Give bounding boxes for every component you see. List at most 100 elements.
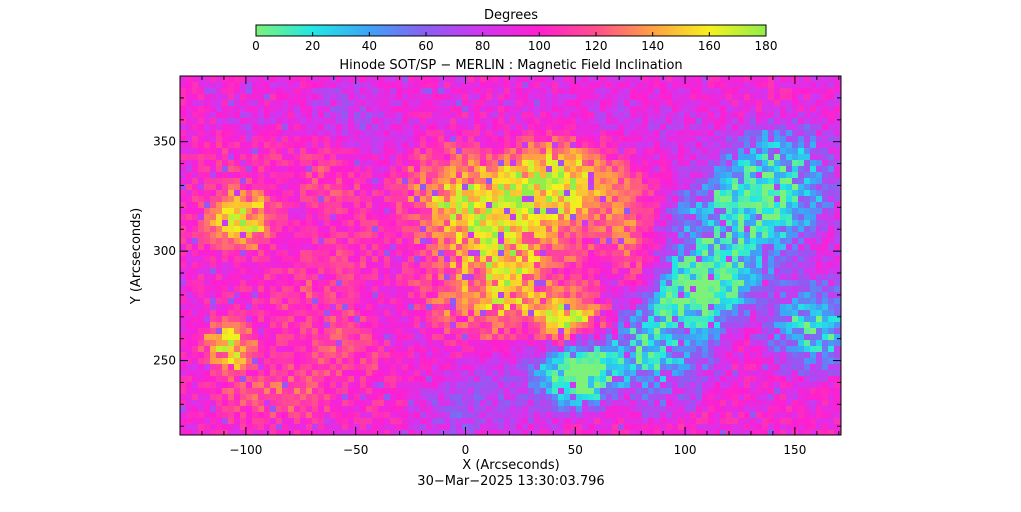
heatmap-cell: [816, 256, 822, 262]
heatmap-cell: [762, 124, 768, 130]
heatmap-cell: [372, 340, 378, 346]
heatmap-cell: [600, 82, 606, 88]
heatmap-cell: [456, 280, 462, 286]
heatmap-cell: [792, 316, 798, 322]
heatmap-cell: [492, 238, 498, 244]
heatmap-cell: [300, 244, 306, 250]
heatmap-cell: [690, 304, 696, 310]
heatmap-cell: [774, 256, 780, 262]
heatmap-cell: [354, 334, 360, 340]
heatmap-cell: [270, 208, 276, 214]
heatmap-cell: [624, 76, 630, 82]
heatmap-cell: [786, 310, 792, 316]
heatmap-cell: [366, 208, 372, 214]
heatmap-cell: [204, 82, 210, 88]
heatmap-cell: [720, 208, 726, 214]
heatmap-cell: [642, 220, 648, 226]
heatmap-cell: [444, 76, 450, 82]
heatmap-cell: [216, 82, 222, 88]
heatmap-cell: [810, 190, 816, 196]
heatmap-cell: [762, 262, 768, 268]
heatmap-cell: [690, 100, 696, 106]
heatmap-cell: [324, 124, 330, 130]
heatmap-cell: [450, 106, 456, 112]
heatmap-cell: [690, 340, 696, 346]
heatmap-cell: [708, 304, 714, 310]
heatmap-cell: [726, 298, 732, 304]
heatmap-cell: [258, 328, 264, 334]
heatmap-cell: [384, 238, 390, 244]
heatmap-cell: [336, 190, 342, 196]
heatmap-cell: [522, 268, 528, 274]
heatmap-cell: [648, 178, 654, 184]
heatmap-cell: [552, 214, 558, 220]
heatmap-cell: [750, 316, 756, 322]
heatmap-cell: [228, 220, 234, 226]
heatmap-cell: [654, 238, 660, 244]
heatmap-cell: [648, 256, 654, 262]
heatmap-cell: [804, 214, 810, 220]
heatmap-cell: [576, 322, 582, 328]
heatmap-cell: [462, 244, 468, 250]
heatmap-cell: [528, 82, 534, 88]
heatmap-cell: [522, 238, 528, 244]
heatmap-cell: [438, 208, 444, 214]
heatmap-cell: [318, 100, 324, 106]
heatmap-cell: [564, 340, 570, 346]
heatmap-cell: [834, 316, 840, 322]
heatmap-cell: [246, 112, 252, 118]
heatmap-cell: [342, 118, 348, 124]
heatmap-cell: [252, 148, 258, 154]
heatmap-cell: [654, 268, 660, 274]
heatmap-cell: [576, 340, 582, 346]
heatmap-cell: [480, 160, 486, 166]
heatmap-cell: [444, 334, 450, 340]
heatmap-cell: [432, 220, 438, 226]
heatmap-cell: [228, 130, 234, 136]
heatmap-cell: [714, 178, 720, 184]
heatmap-cell: [654, 310, 660, 316]
heatmap-cell: [480, 190, 486, 196]
heatmap-cell: [690, 148, 696, 154]
heatmap-cell: [270, 190, 276, 196]
heatmap-cell: [636, 256, 642, 262]
heatmap-cell: [594, 124, 600, 130]
heatmap-cell: [786, 214, 792, 220]
heatmap-cell: [408, 148, 414, 154]
heatmap-cell: [348, 112, 354, 118]
heatmap-cell: [792, 172, 798, 178]
heatmap-cell: [210, 256, 216, 262]
heatmap-cell: [714, 166, 720, 172]
heatmap-cell: [396, 208, 402, 214]
heatmap-cell: [240, 94, 246, 100]
heatmap-cell: [552, 154, 558, 160]
heatmap-cell: [750, 160, 756, 166]
heatmap-cell: [354, 88, 360, 94]
heatmap-cell: [468, 172, 474, 178]
heatmap-cell: [378, 280, 384, 286]
heatmap-cell: [804, 82, 810, 88]
heatmap-cell: [384, 106, 390, 112]
heatmap-cell: [714, 142, 720, 148]
heatmap-cell: [306, 232, 312, 238]
heatmap-cell: [270, 262, 276, 268]
heatmap-cell: [816, 88, 822, 94]
heatmap-cell: [540, 178, 546, 184]
heatmap-cell: [180, 316, 186, 322]
heatmap-cell: [720, 304, 726, 310]
heatmap-cell: [498, 196, 504, 202]
heatmap-cell: [432, 76, 438, 82]
heatmap-cell: [708, 196, 714, 202]
heatmap-cell: [426, 82, 432, 88]
heatmap-cell: [450, 310, 456, 316]
heatmap-cell: [462, 292, 468, 298]
heatmap-cell: [480, 124, 486, 130]
heatmap-cell: [354, 286, 360, 292]
heatmap-cell: [228, 250, 234, 256]
heatmap-cell: [306, 148, 312, 154]
heatmap-cell: [498, 322, 504, 328]
heatmap-cell: [732, 310, 738, 316]
heatmap-cell: [456, 286, 462, 292]
heatmap-cell: [504, 94, 510, 100]
heatmap-cell: [474, 292, 480, 298]
